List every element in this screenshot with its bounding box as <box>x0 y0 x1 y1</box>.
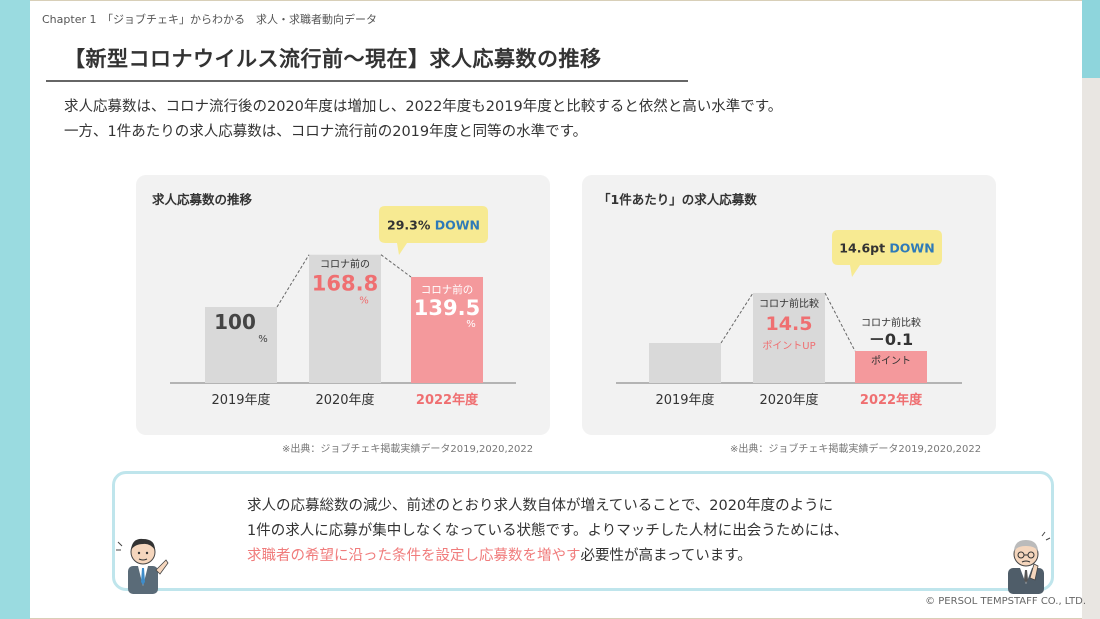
right-accent-block <box>1082 0 1100 78</box>
bar <box>411 276 483 383</box>
left-accent-bar <box>0 0 30 619</box>
callout-label: DOWN <box>435 218 480 233</box>
data-label-value: 168.8 <box>312 272 378 296</box>
category-label: 2020年度 <box>315 392 374 408</box>
callout-bubble <box>832 230 942 277</box>
chart-source-note: ※出典：ジョブチェキ掲載実績データ2019,2020,2022 <box>730 444 982 455</box>
chart-per-posting-svg: 2019年度 2020年度 2022年度コロナ前比較14.5ポイントUPコロナ前比較… <box>616 230 962 408</box>
page-title: 【新型コロナウイルス流行前～現在】求人応募数の推移 <box>64 47 602 71</box>
data-label-unit: ポイントUP <box>762 340 815 352</box>
data-label-prefix: コロナ前比較 <box>861 316 921 329</box>
data-label-unit: ポイント <box>871 355 911 367</box>
data-label-value: －0.1 <box>869 330 913 349</box>
chart-applications-svg: 2019年度 2020年度 2022年度100%コロナ前の168.8%コロナ前の13… <box>170 206 516 408</box>
connector <box>276 254 310 308</box>
data-label-prefix: コロナ前の <box>320 258 370 271</box>
data-label-prefix: コロナ前比較 <box>759 297 819 310</box>
data-label-value: 100 <box>214 310 256 334</box>
chart-title: 「1件あたり」の求人応募数 <box>598 192 757 207</box>
bar <box>309 254 381 383</box>
summary-line-3-rest: 必要性が高まっています。 <box>580 548 752 564</box>
bar <box>649 343 721 383</box>
connector <box>380 254 412 278</box>
summary-line-1: 求人の応募総数の減少、前述のとおり求人数自体が増えていることで、2020年度のよ… <box>247 498 834 514</box>
description: 求人応募数は、コロナ流行後の2020年度は増加し、2022年度も2019年度と比… <box>64 95 782 145</box>
data-label-unit: % <box>258 334 268 345</box>
category-label: 2022年度 <box>416 392 479 408</box>
data-label-unit: % <box>359 296 369 307</box>
data-label-prefix: コロナ前の <box>421 283 474 296</box>
copyright: © PERSOL TEMPSTAFF CO., LTD. <box>925 596 1086 607</box>
summary-line-3: 求職者の希望に沿った条件を設定し応募数を増やす必要性が高まっています。 <box>247 544 848 569</box>
category-label: 2022年度 <box>860 392 923 408</box>
chart-title: 求人応募数の推移 <box>152 192 253 207</box>
category-label: 2019年度 <box>211 392 270 408</box>
chapter-header: Chapter 1 「ジョブチェキ」からわかる 求人・求職者動向データ <box>42 13 377 26</box>
category-label: 2020年度 <box>759 392 818 408</box>
title-underline <box>46 80 688 82</box>
connector <box>720 292 754 344</box>
chart-panel-applications: 求人応募数の推移 2019年度 2020年度 2022年度 100% コロナ前の 168.… <box>136 175 550 435</box>
data-label-value: 14.5 <box>766 313 813 335</box>
category-label: 2019年度 <box>655 392 714 408</box>
summary-highlight: 求職者の希望に沿った条件を設定し応募数を増やす <box>247 548 581 564</box>
businessman-illustration <box>116 538 169 594</box>
callout-bubble <box>379 206 488 255</box>
senior-man-illustration <box>1008 531 1051 594</box>
summary-callout: 求人の応募総数の減少、前述のとおり求人数自体が増えていることで、2020年度のよ… <box>112 471 1054 591</box>
chart-panel-per-posting: 「1件あたり」の求人応募数 2019年度 2020年度 2022年度 コロナ前比較 14… <box>582 175 996 435</box>
description-line-2: 一方、1件あたりの求人応募数は、コロナ流行前の2019年度と同等の水準です。 <box>64 124 588 140</box>
bar <box>205 307 277 383</box>
callout-text: 14.6pt DOWN <box>839 241 934 256</box>
description-line-1: 求人応募数は、コロナ流行後の2020年度は増加し、2022年度も2019年度と比… <box>64 99 783 115</box>
summary-text: 求人の応募総数の減少、前述のとおり求人数自体が増えていることで、2020年度のよ… <box>247 494 848 569</box>
data-label-unit: % <box>466 319 476 330</box>
right-side-bar <box>1082 0 1100 619</box>
callout-label: DOWN <box>889 241 934 256</box>
callout-value: 14.6pt <box>839 241 889 256</box>
callout-value: 29.3% <box>387 218 435 233</box>
bar <box>855 351 927 383</box>
connector <box>824 292 856 352</box>
summary-line-2: 1件の求人に応募が集中しなくなっている状態です。よりマッチした人材に出会うために… <box>247 523 849 539</box>
data-label-value: 139.5 <box>414 296 480 320</box>
callout-text: 29.3% DOWN <box>387 218 480 233</box>
bar <box>753 292 825 383</box>
chart-source-note: ※出典：ジョブチェキ掲載実績データ2019,2020,2022 <box>282 444 534 455</box>
